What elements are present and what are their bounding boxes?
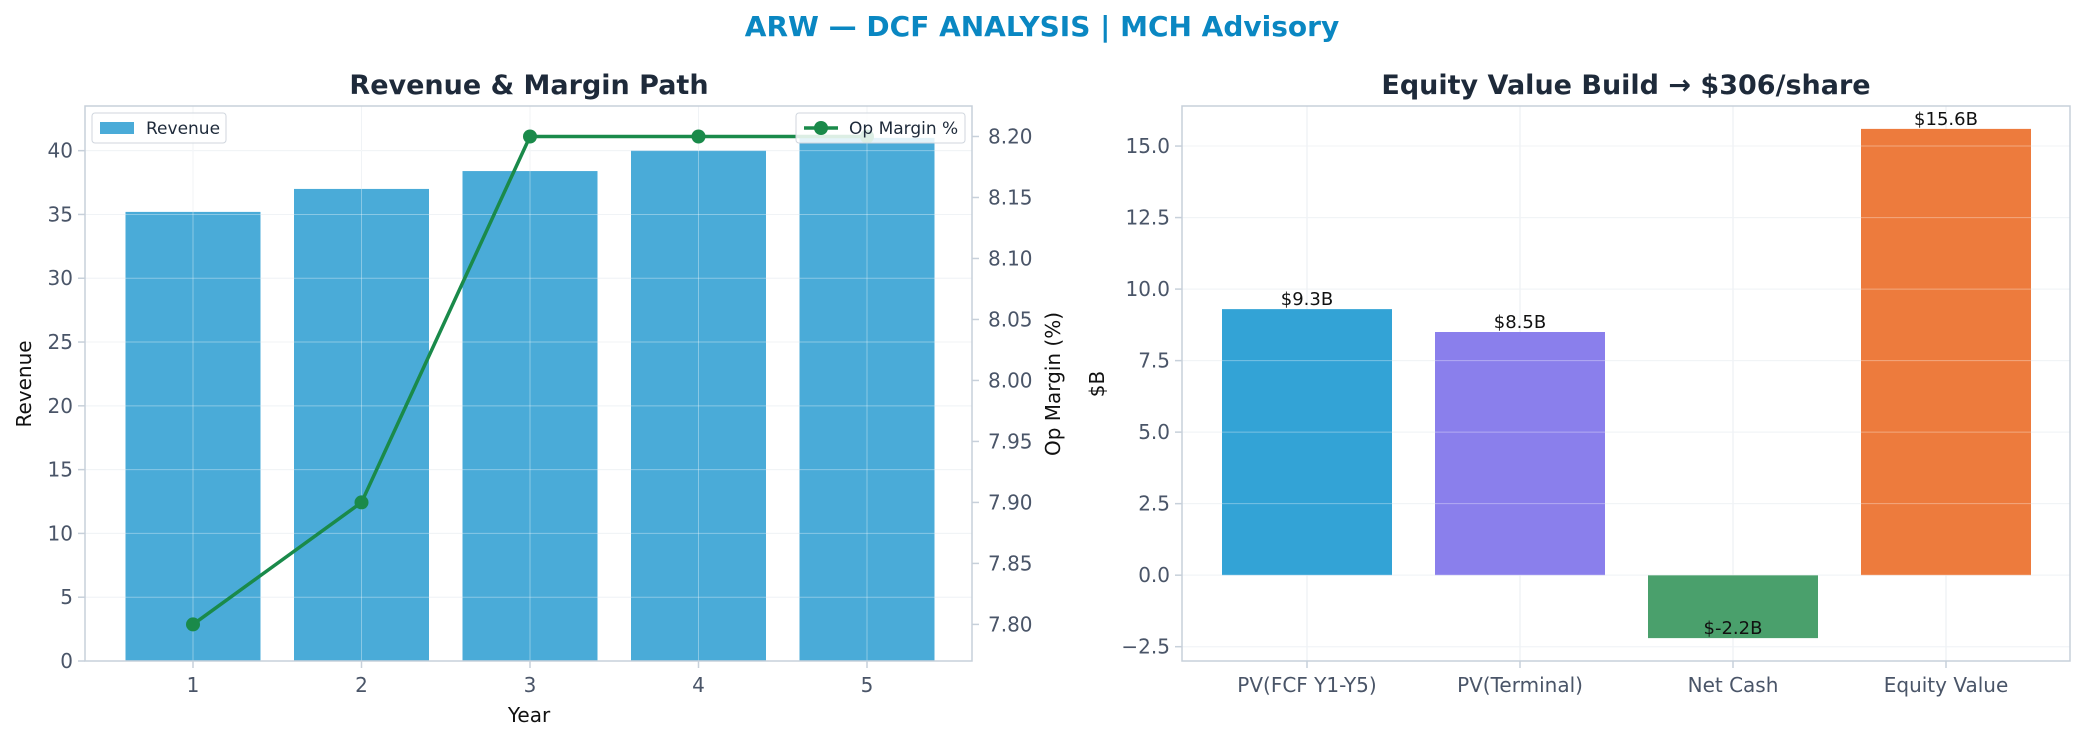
chart1-y2tick-label: 8.10 [988, 246, 1033, 270]
chart1-xtick-label: 2 [355, 673, 368, 697]
chart1-y2tick-label: 7.90 [988, 490, 1033, 514]
chart1-y2tick-label: 7.80 [988, 612, 1033, 636]
equity-bar-value-label: $9.3B [1281, 289, 1333, 310]
revenue-bar [462, 171, 598, 661]
margin-point [186, 617, 200, 632]
equity-bar [1648, 575, 1818, 639]
chart1-ylabel: Revenue [12, 340, 36, 427]
equity-bar-value-label: $8.5B [1494, 312, 1546, 333]
chart2-ytick-label: 5.0 [1138, 420, 1170, 444]
margin-point [354, 495, 369, 510]
chart1-frame [84, 105, 973, 662]
chart2-ytick-label: 10.0 [1125, 277, 1170, 301]
legend-revenue-label: Revenue [146, 119, 220, 139]
chart2-ytick-label: 7.5 [1138, 349, 1170, 373]
chart1-y2tick-label: 7.85 [988, 551, 1033, 575]
legend-margin-label: Op Margin % [849, 119, 958, 139]
chart2-ylabel: $B [1085, 371, 1109, 397]
chart2-ytick-label: 2.5 [1138, 492, 1170, 516]
legend-margin-swatch-marker [814, 121, 828, 135]
chart1-ytick-label: 25 [48, 330, 73, 354]
chart1-xtick-label: 3 [524, 673, 537, 697]
chart1-bars [125, 137, 935, 662]
equity-bar [1222, 309, 1392, 576]
chart1-y2tick-label: 8.15 [988, 185, 1033, 209]
chart1-title: Revenue & Margin Path [349, 70, 708, 101]
chart1-ticks: 05101520253035407.807.857.907.958.008.05… [48, 124, 1033, 697]
chart2-grid-overlay [1182, 145, 2070, 648]
chart1-ytick-label: 35 [48, 202, 73, 226]
chart1-ytick-label: 40 [48, 139, 73, 163]
chart1-y2tick-label: 8.20 [988, 124, 1033, 148]
revenue-bar [294, 188, 429, 661]
legend-margin: Op Margin % [795, 112, 966, 144]
equity-bar-value-label: $15.6B [1914, 109, 1978, 130]
chart2-title: Equity Value Build → $306/share [1381, 70, 1870, 101]
chart1-ytick-label: 30 [48, 266, 73, 290]
chart1-xlabel: Year [507, 703, 551, 727]
chart2-bars [1222, 128, 2031, 639]
chart1-ytick-label: 5 [60, 585, 73, 609]
legend-margin-box [795, 112, 966, 144]
figure-title: ARW — DCF ANALYSIS | MCH Advisory [745, 10, 1339, 43]
margin-point [691, 129, 706, 144]
revenue-bar [631, 150, 766, 662]
chart2-ticks: −2.5 0.0 2.5 5.0 7.5 10.0 12.5 15.0 PV(FCF Y1-Y5… [1121, 109, 2008, 697]
chart1-ytick-label: 10 [48, 521, 73, 545]
chart2-ytick-label: 15.0 [1125, 134, 1170, 158]
revenue-bar [125, 211, 261, 661]
chart2-xtick-label: Equity Value [1884, 673, 2009, 697]
chart1-ytick-label: 15 [48, 458, 73, 482]
chart1-xtick-label: 4 [692, 673, 705, 697]
equity-bar-value-label: $-2.2B [1704, 618, 1763, 639]
legend-revenue-swatch [100, 122, 134, 134]
chart1-xtick-label: 5 [861, 673, 874, 697]
chart1-margin-line [186, 129, 874, 632]
chart2-xtick-label: Net Cash [1688, 673, 1779, 697]
chart2-ytick-label: 0.0 [1138, 563, 1170, 587]
chart2-ytick-label: −2.5 [1121, 635, 1170, 659]
chart1-y2tick-label: 8.05 [988, 307, 1033, 331]
revenue-bar [799, 137, 935, 661]
equity-bar [1861, 128, 2031, 576]
legend-revenue-box [91, 112, 227, 144]
revenue-margin-chart: Revenue & Margin Path 05101520253035407.… [12, 70, 1065, 727]
chart1-ytick-label: 0 [60, 649, 73, 673]
chart1-y2tick-label: 7.95 [988, 429, 1033, 453]
chart2-xtick-label: PV(Terminal) [1457, 673, 1583, 697]
chart2-frame [1181, 105, 2071, 662]
margin-point [523, 129, 537, 144]
chart2-xtick-label: PV(FCF Y1-Y5) [1237, 673, 1376, 697]
chart1-xtick-label: 1 [187, 673, 200, 697]
chart1-y2label: Op Margin (%) [1041, 312, 1065, 456]
chart1-ytick-label: 20 [48, 394, 73, 418]
chart1-y2tick-label: 8.00 [988, 368, 1033, 392]
equity-bar [1435, 332, 1605, 576]
equity-build-chart: Equity Value Build → $306/share −2.5 0.0 2… [1085, 70, 2071, 697]
chart2-ytick-label: 12.5 [1125, 206, 1170, 230]
legend-revenue: Revenue [91, 112, 227, 144]
